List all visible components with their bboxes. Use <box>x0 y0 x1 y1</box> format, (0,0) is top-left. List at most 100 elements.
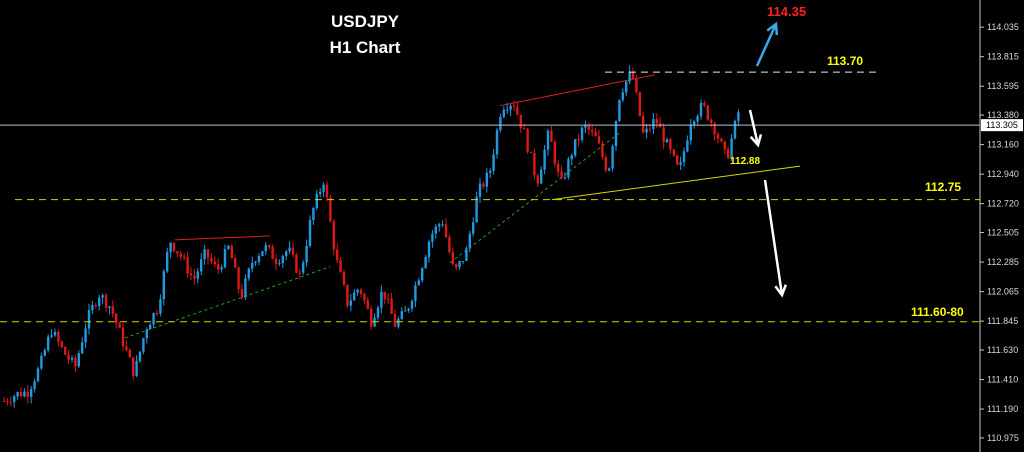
candle-body <box>570 155 573 160</box>
candle-body <box>390 298 393 314</box>
y-tick-label: 111.845 <box>987 316 1018 326</box>
candle-body <box>315 193 318 209</box>
candle-body <box>261 251 264 256</box>
candle-body <box>665 139 669 143</box>
candle-body <box>686 140 689 152</box>
candle-body <box>669 139 672 150</box>
candle-body <box>489 170 492 173</box>
short-down-arrow-head <box>749 134 763 148</box>
current-price-tag <box>981 119 1023 132</box>
candlestick-series <box>2 65 740 408</box>
candle-body <box>560 171 563 178</box>
target-label-114-35: 114.35 <box>767 4 806 19</box>
candle-body <box>550 130 553 142</box>
trendline-green-1 <box>124 266 331 339</box>
candle-body <box>285 251 288 257</box>
candle-body <box>387 298 390 300</box>
candle-body <box>94 305 97 307</box>
candle-body <box>356 289 359 293</box>
candle-body <box>349 300 352 306</box>
candle-body <box>50 335 53 337</box>
candle-body <box>77 353 80 367</box>
candle-body <box>546 130 550 150</box>
candle-body <box>577 139 580 141</box>
y-tick-label: 113.815 <box>987 52 1019 62</box>
candle-body <box>230 245 233 259</box>
candle-body <box>421 268 424 281</box>
candle-body <box>152 313 155 325</box>
candle-body <box>138 351 142 362</box>
candle-body <box>482 183 485 187</box>
candle-body <box>410 300 414 309</box>
level-label-111-60-80: 111.60-80 <box>911 305 964 319</box>
candle-body <box>237 267 240 290</box>
candle-body <box>234 258 237 268</box>
candle-body <box>47 336 50 351</box>
candle-body <box>169 242 172 253</box>
candle-body <box>240 289 244 298</box>
candle-body <box>730 138 733 159</box>
candle-body <box>393 313 397 327</box>
candle-body <box>342 271 346 285</box>
up-arrow-head <box>766 21 779 36</box>
candle-body <box>472 222 475 234</box>
candle-body <box>271 247 274 260</box>
candle-body <box>57 331 60 342</box>
candle-body <box>492 154 495 171</box>
candle-body <box>115 313 118 324</box>
candle-body <box>407 308 410 311</box>
candle-body <box>176 251 179 254</box>
up-arrow-shaft <box>755 23 778 67</box>
candle-body <box>431 233 434 242</box>
candle-body <box>60 341 63 347</box>
candle-body <box>594 131 597 137</box>
current-price-label: 113.305 <box>986 120 1018 130</box>
candle-body <box>706 105 709 120</box>
candle-body <box>308 220 312 246</box>
candle-body <box>485 172 488 187</box>
candle-body <box>339 260 342 272</box>
candle-body <box>118 323 121 328</box>
candle-body <box>645 128 648 133</box>
candle-body <box>111 306 114 314</box>
candle-body <box>499 116 502 131</box>
candle-body <box>84 328 87 343</box>
candle-body <box>319 191 322 194</box>
candle-body <box>451 252 454 265</box>
candle-body <box>652 119 655 129</box>
candle-body <box>210 257 213 262</box>
candle-body <box>455 264 458 268</box>
candle-body <box>64 346 67 355</box>
candle-body <box>40 355 43 369</box>
candle-body <box>2 401 6 403</box>
candle-body <box>478 183 482 197</box>
candle-body <box>281 256 284 264</box>
candle-body <box>720 138 723 142</box>
candle-body <box>196 271 199 279</box>
candle-body <box>703 102 706 106</box>
candle-body <box>268 245 271 248</box>
candle-body <box>98 297 101 307</box>
candle-body <box>580 127 584 140</box>
candle-body <box>274 259 278 265</box>
y-tick-label: 110.975 <box>987 433 1019 443</box>
y-tick-label: 112.285 <box>987 257 1019 267</box>
candle-body <box>332 221 335 250</box>
y-tick-label: 112.940 <box>987 169 1019 179</box>
candle-body <box>696 116 699 122</box>
candle-body <box>716 134 720 139</box>
candle-body <box>135 361 138 377</box>
candle-body <box>557 163 560 172</box>
forecast-arrows <box>748 21 787 298</box>
candle-body <box>16 392 19 397</box>
candle-body <box>166 252 169 272</box>
candle-body <box>6 401 9 403</box>
candle-body <box>737 112 740 121</box>
candle-body <box>213 261 216 265</box>
candle-body <box>217 264 220 270</box>
candle-body <box>553 141 556 164</box>
candle-body <box>682 151 686 163</box>
candle-body <box>288 247 291 252</box>
candle-body <box>203 249 206 260</box>
candle-body <box>302 262 305 273</box>
